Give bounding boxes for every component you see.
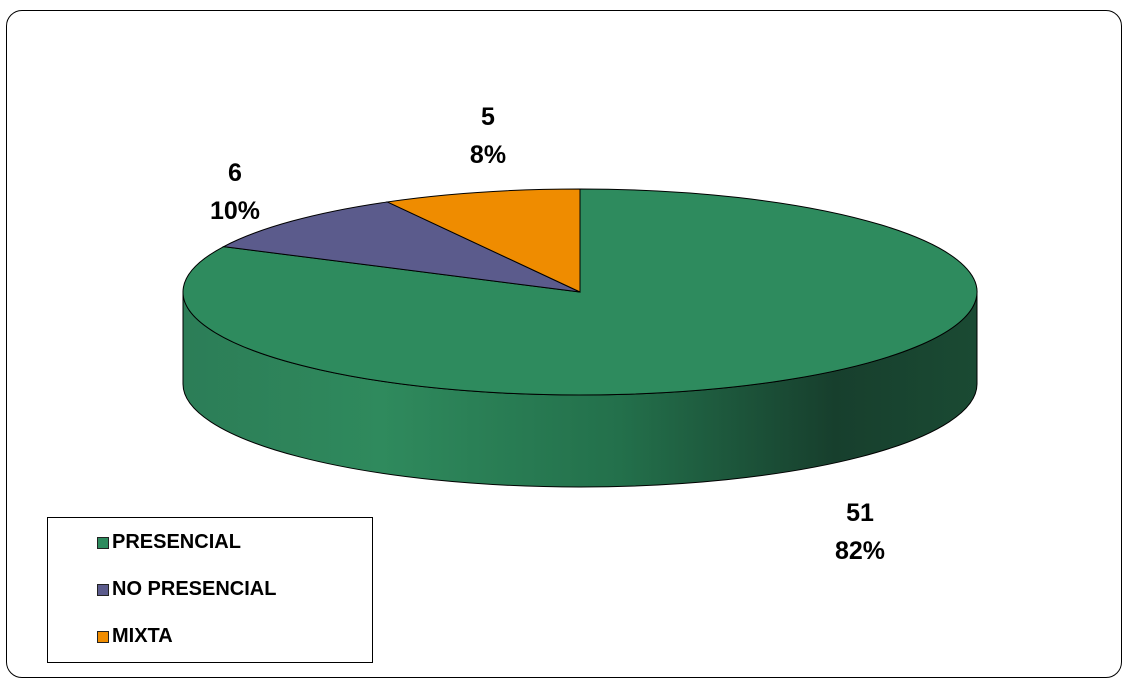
data-label-percent-mixta: 8%: [470, 141, 506, 169]
data-label-value-no-presencial: 6: [228, 159, 242, 187]
data-label-value-presencial: 51: [846, 499, 874, 527]
pie-slice-mixta: [385, 188, 581, 293]
legend-label-presencial: PRESENCIAL: [112, 531, 241, 553]
legend-swatch-presencial: [97, 536, 109, 549]
data-label-percent-presencial: 82%: [835, 537, 885, 565]
legend-item-mixta: MIXTA: [97, 625, 173, 648]
legend: PRESENCIAL NO PRESENCIAL MIXTA: [47, 517, 373, 663]
legend-label-mixta: MIXTA: [112, 625, 173, 647]
data-label-percent-no-presencial: 10%: [210, 197, 260, 225]
legend-swatch-no-presencial: [97, 583, 109, 596]
pie-slice-no-presencial: [221, 201, 581, 293]
legend-swatch-mixta: [97, 630, 109, 643]
legend-item-presencial: PRESENCIAL: [97, 531, 241, 554]
pie-slice-presencial: [182, 188, 978, 396]
legend-label-no-presencial: NO PRESENCIAL: [112, 578, 277, 600]
data-label-value-mixta: 5: [481, 103, 495, 131]
legend-item-no-presencial: NO PRESENCIAL: [97, 578, 276, 601]
